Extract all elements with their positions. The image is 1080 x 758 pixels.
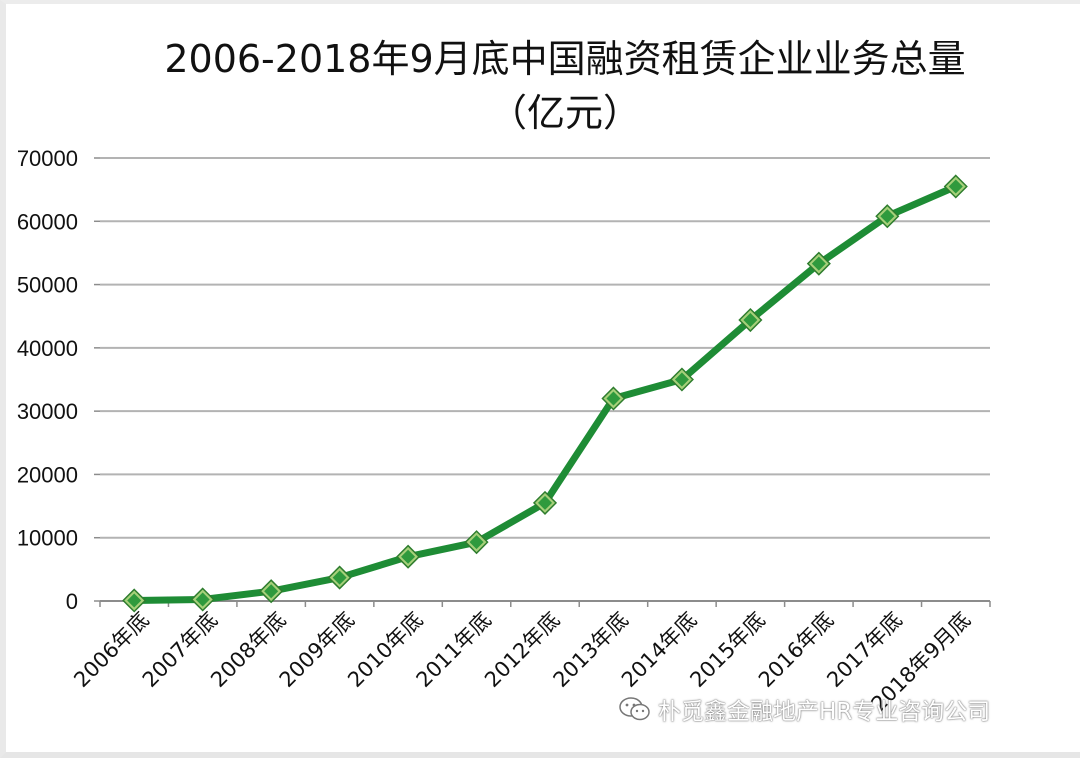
y-tick-label: 50000 bbox=[17, 273, 78, 298]
chart-title: 2006-2018年9月底中国融资租赁企业业务总量 bbox=[164, 37, 966, 81]
data-point-core bbox=[401, 549, 416, 564]
y-tick-label: 10000 bbox=[17, 526, 78, 551]
wechat-icon bbox=[618, 696, 652, 722]
data-point-core bbox=[332, 570, 347, 585]
data-point-core bbox=[674, 372, 689, 387]
watermark: 朴觅鑫金融地产HR专业咨询公司 bbox=[618, 692, 990, 726]
data-point-core bbox=[264, 584, 279, 599]
data-point-core bbox=[127, 593, 142, 608]
data-point-core bbox=[811, 256, 826, 271]
data-point-core bbox=[880, 209, 895, 224]
y-axis-ticks: 0 10000 20000 30000 40000 50000 60000 70000 bbox=[17, 146, 100, 614]
y-tick-label: 60000 bbox=[17, 209, 78, 234]
y-tick-label: 70000 bbox=[17, 146, 78, 171]
chart-subtitle: （亿元） bbox=[488, 91, 641, 135]
data-point-core bbox=[469, 535, 484, 550]
gridlines bbox=[100, 157, 990, 539]
data-point-core bbox=[948, 179, 963, 194]
y-tick-label: 30000 bbox=[17, 399, 78, 424]
y-tick-label: 40000 bbox=[17, 336, 78, 361]
data-point-core bbox=[606, 391, 621, 406]
y-tick-label: 20000 bbox=[17, 462, 78, 487]
watermark-text: 朴觅鑫金融地产HR专业咨询公司 bbox=[658, 699, 991, 725]
data-point-core bbox=[538, 495, 552, 510]
data-point-core bbox=[743, 313, 758, 328]
data-point-core bbox=[195, 592, 210, 607]
y-tick-label: 0 bbox=[66, 589, 78, 614]
series-layer bbox=[122, 174, 968, 613]
